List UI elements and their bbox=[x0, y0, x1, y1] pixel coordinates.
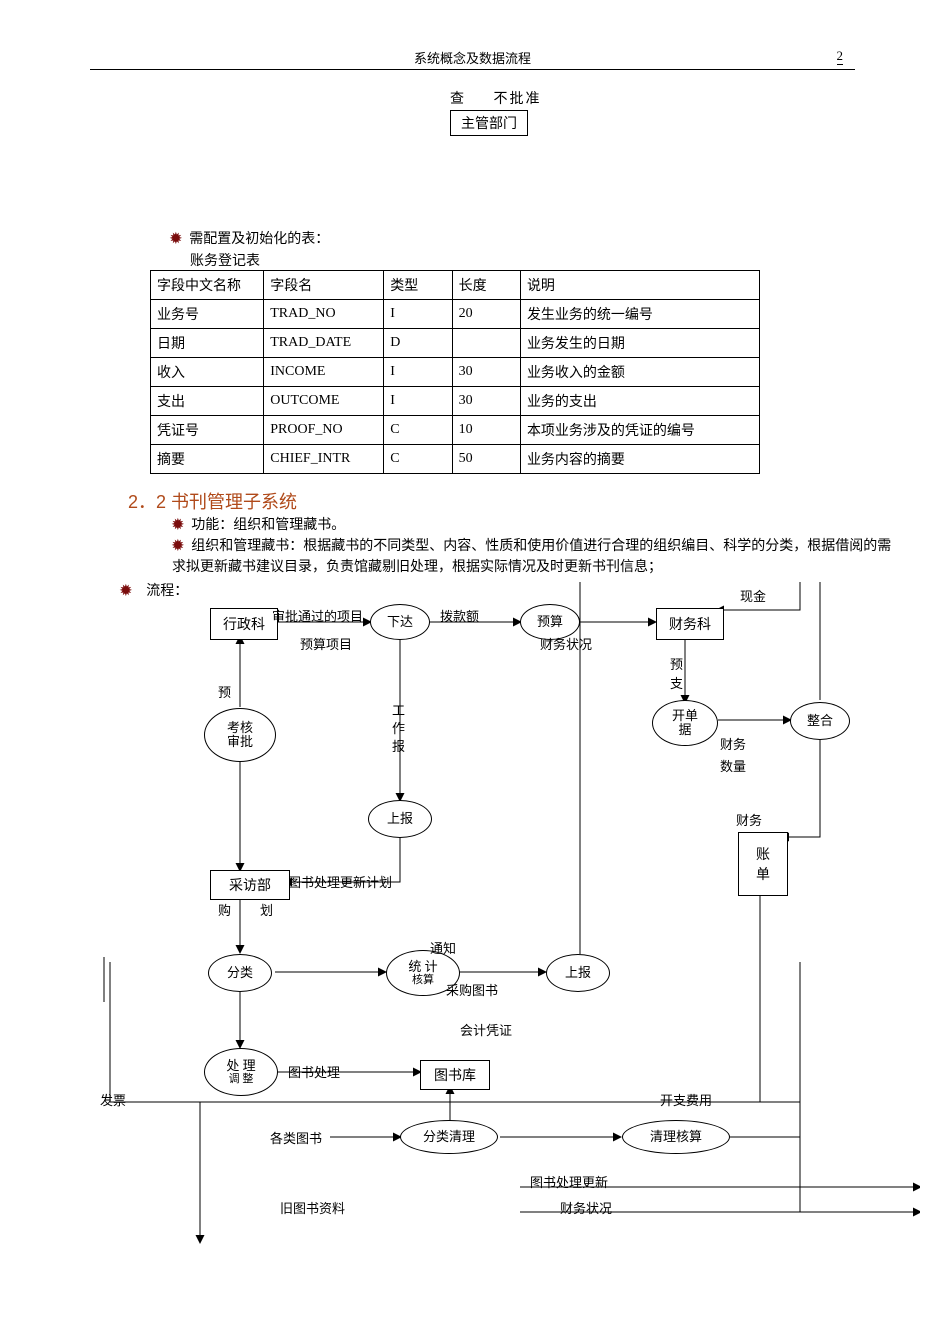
lbl-caigou: 采购图书 bbox=[446, 980, 498, 999]
lbl-shuliang: 数量 bbox=[720, 756, 746, 775]
node-kaidan: 开单 据 bbox=[652, 700, 718, 746]
table-row: 收入INCOMEI30业务收入的金额 bbox=[151, 358, 760, 387]
lbl-kuaiji: 会计凭证 bbox=[460, 1020, 512, 1039]
top-box: 主管部门 bbox=[450, 110, 528, 136]
page-header: 系统概念及数据流程 bbox=[90, 48, 855, 70]
lbl-jiutushu: 旧图书资料 bbox=[280, 1198, 345, 1217]
page: 系统概念及数据流程 2 查 不批准 主管部门 ✹ 需配置及初始化的表： 账务登记… bbox=[0, 0, 945, 1339]
lbl-fapiao: 发票 bbox=[100, 1090, 126, 1109]
lbl-gou: 购 bbox=[218, 900, 231, 919]
node-shangbao1: 上报 bbox=[368, 800, 432, 838]
lbl-gelei: 各类图书 bbox=[270, 1128, 322, 1147]
lbl-tongzhi: 通知 bbox=[430, 938, 456, 957]
page-number: 2 bbox=[837, 48, 844, 65]
lbl-caiwu-zd: 财务 bbox=[736, 810, 762, 829]
lbl-tushuchuli: 图书处理 bbox=[288, 1062, 340, 1081]
node-chuli: 处 理 调 整 bbox=[204, 1048, 278, 1096]
node-xiada: 下达 bbox=[370, 604, 430, 640]
th: 说明 bbox=[520, 271, 759, 300]
node-kaohe: 考核 审批 bbox=[204, 708, 276, 762]
node-xingzheng: 行政科 bbox=[210, 608, 278, 640]
lbl-yu: 预 bbox=[218, 682, 231, 701]
bullet-icon: ✹ bbox=[172, 518, 184, 533]
th: 字段中文名称 bbox=[151, 271, 264, 300]
lbl-hua: 划 bbox=[260, 900, 273, 919]
section-title: 2．2 书刊管理子系统 bbox=[128, 488, 297, 514]
bullet-icon: ✹ bbox=[170, 232, 182, 247]
lbl-caiwuzk1: 财务状况 bbox=[540, 634, 592, 653]
bullet-icon: ✹ bbox=[172, 539, 184, 554]
top-fragment: 查 不批准 主管部门 bbox=[450, 88, 542, 136]
table-row: 凭证号PROOF_NOC10本项业务涉及的凭证的编号 bbox=[151, 416, 760, 445]
th: 长度 bbox=[452, 271, 520, 300]
lbl-caiwu-r: 财务 bbox=[720, 734, 746, 753]
func-line-2: ✹ 组织和管理藏书：根据藏书的不同类型、内容、性质和使用价值进行合理的组织编目、… bbox=[172, 536, 905, 578]
lbl-shenpi: 审批通过的项目 bbox=[272, 606, 363, 625]
lbl-caiwuzk2: 财务状况 bbox=[560, 1198, 612, 1217]
config-line: ✹ 需配置及初始化的表： bbox=[170, 228, 329, 248]
node-zhenghe: 整合 bbox=[790, 702, 850, 740]
header-title: 系统概念及数据流程 bbox=[414, 51, 531, 66]
table-title: 账务登记表 bbox=[190, 250, 260, 270]
top-label-left: 查 不批准 bbox=[450, 92, 542, 107]
lbl-yusuanxm: 预算项目 bbox=[300, 634, 352, 653]
schema-table: 字段中文名称 字段名 类型 长度 说明 业务号TRAD_NOI20发生业务的统一… bbox=[150, 270, 760, 474]
lbl-plan: 图书处理更新计划 bbox=[288, 872, 392, 891]
th: 类型 bbox=[384, 271, 452, 300]
lbl-upd: 图书处理更新 bbox=[530, 1172, 608, 1191]
table-row: 业务号TRAD_NOI20发生业务的统一编号 bbox=[151, 300, 760, 329]
node-tushuku: 图书库 bbox=[420, 1060, 490, 1090]
lbl-yuzhi: 预 支 bbox=[670, 654, 683, 692]
table-header-row: 字段中文名称 字段名 类型 长度 说明 bbox=[151, 271, 760, 300]
node-zhangdan: 账 单 bbox=[738, 832, 788, 896]
node-shangbao2: 上报 bbox=[546, 954, 610, 992]
node-fenlei: 分类 bbox=[208, 954, 272, 992]
node-fenleiql: 分类清理 bbox=[400, 1120, 498, 1154]
table-row: 支出OUTCOMEI30业务的支出 bbox=[151, 387, 760, 416]
lbl-bokuan: 拨款额 bbox=[440, 606, 479, 625]
node-qinglihesuan: 清理核算 bbox=[622, 1120, 730, 1154]
th: 字段名 bbox=[264, 271, 384, 300]
table-row: 日期TRAD_DATED业务发生的日期 bbox=[151, 329, 760, 358]
lbl-xianjin: 现金 bbox=[740, 586, 766, 605]
node-caiwu: 财务科 bbox=[656, 608, 724, 640]
func-line-1: ✹ 功能：组织和管理藏书。 bbox=[172, 514, 345, 534]
lbl-gongzuo: 工 作 报 bbox=[392, 702, 405, 757]
node-caifang: 采访部 bbox=[210, 870, 290, 900]
flow-diagram: 行政科 财务科 采访部 图书库 账 单 下达 预算 开单 据 整合 考核 审批 … bbox=[100, 582, 920, 1302]
lbl-kaizhi: 开支费用 bbox=[660, 1090, 712, 1109]
table-row: 摘要CHIEF_INTRC50业务内容的摘要 bbox=[151, 445, 760, 474]
